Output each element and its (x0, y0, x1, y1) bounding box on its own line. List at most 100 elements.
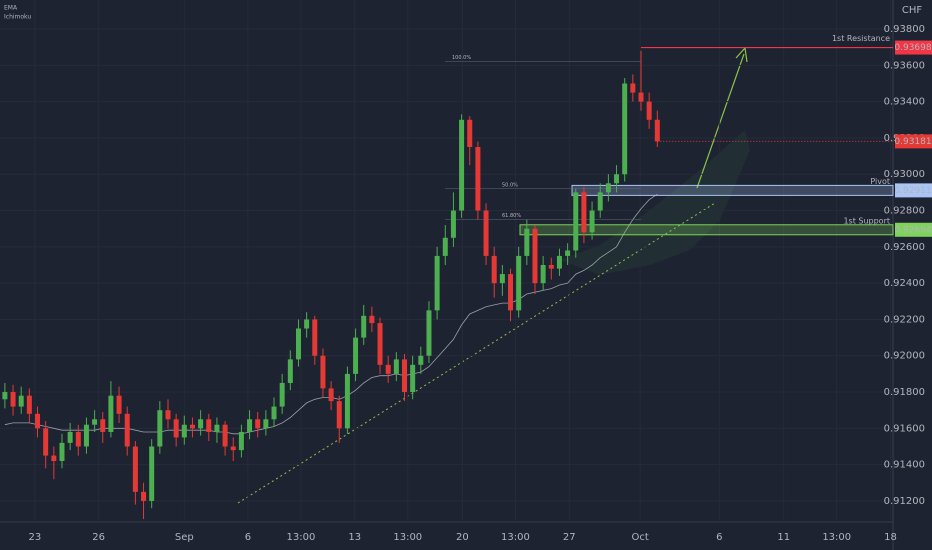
level-name: Pivot (870, 177, 890, 186)
x-tick-label: Oct (632, 532, 649, 543)
candle-body (540, 264, 546, 284)
candle-body (18, 395, 24, 407)
candle-body (589, 210, 595, 233)
candle-body (214, 424, 220, 432)
level-tag (895, 40, 932, 55)
candle-body (206, 419, 212, 432)
candle-body (287, 359, 293, 383)
candle-body (581, 192, 587, 233)
candle-body (100, 419, 106, 432)
x-tick-label: 6 (245, 532, 251, 543)
candle-body (516, 255, 522, 311)
level-tag (895, 183, 932, 198)
candle-body (279, 382, 285, 407)
candle-body (230, 446, 236, 451)
candle-body (361, 315, 367, 338)
y-tick-label: 0.93800 (884, 24, 925, 35)
candle-body (491, 255, 497, 284)
candle-body (622, 83, 628, 175)
candle-body (26, 395, 32, 414)
x-tick-label: 13:00 (501, 532, 530, 543)
candle-body (124, 413, 130, 447)
candle-body (630, 83, 636, 93)
candle-body (247, 419, 253, 432)
candle-body (222, 424, 228, 447)
x-tick-label: Sep (175, 532, 194, 543)
candle-body (459, 119, 465, 211)
candle-body (181, 424, 187, 438)
y-tick-label: 0.93400 (884, 97, 925, 108)
candle-body (654, 119, 660, 142)
candle-body (92, 419, 98, 425)
candle-body (418, 355, 424, 365)
candle-body (377, 323, 383, 365)
candle-body (271, 406, 277, 420)
candle-body (10, 392, 16, 407)
x-tick-label: 20 (456, 532, 469, 543)
candle-body (410, 364, 416, 393)
candle-body (483, 210, 489, 256)
y-tick-label: 0.93000 (884, 169, 925, 180)
y-tick-label: 0.91400 (884, 460, 925, 471)
candle-body (336, 401, 342, 429)
candle-body (141, 491, 147, 501)
candle-body (157, 410, 163, 447)
candle-body (2, 392, 8, 400)
candle-body (402, 359, 408, 393)
candle-body (524, 228, 530, 256)
candle-body (450, 210, 456, 238)
candle-body (353, 337, 359, 374)
candle-body (67, 431, 73, 443)
candle-body (556, 255, 562, 269)
candle-body (475, 147, 481, 211)
last-price-tag (895, 134, 932, 149)
candle-body (646, 101, 652, 120)
y-tick-label: 0.91800 (884, 387, 925, 398)
candle-body (426, 310, 432, 356)
candle-body (442, 237, 448, 256)
candle-body (565, 250, 571, 256)
candle-body (344, 373, 350, 429)
candle-body (393, 359, 399, 374)
level-tag-label: 0.92911 (894, 186, 931, 196)
candle-body (51, 455, 57, 462)
candle-body (59, 442, 65, 462)
candle-body (508, 274, 514, 311)
last-price-label: 0.93181 (894, 137, 931, 147)
candle-body (532, 228, 538, 284)
x-tick-label: 6 (716, 532, 722, 543)
indicator-label: Ichimoku (4, 14, 31, 21)
y-tick-label: 0.93600 (884, 60, 925, 71)
candle-body (614, 174, 620, 184)
x-tick-label: 13:00 (822, 532, 851, 543)
x-tick-label: 23 (29, 532, 42, 543)
y-tick-label: 0.91200 (884, 496, 925, 507)
arrow (696, 53, 745, 189)
level-name: 1st Resistance (832, 34, 890, 43)
candle-body (434, 255, 440, 311)
candle-body (43, 428, 49, 456)
level-tag-label: 0.92694 (894, 225, 931, 235)
level-name: 1st Support (843, 216, 890, 225)
y-tick-label: 0.92200 (884, 314, 925, 325)
x-tick-label: 13:00 (393, 532, 422, 543)
level-zone (571, 184, 894, 196)
y-tick-label: 0.92800 (884, 206, 925, 217)
candle-body (116, 395, 122, 414)
x-tick-label: 27 (563, 532, 576, 543)
candle-body (132, 446, 138, 492)
candle-body (75, 431, 81, 447)
candle-body (573, 192, 579, 251)
level-zone (519, 224, 894, 236)
fib-label: 100.0% (452, 55, 471, 61)
candle-body (328, 388, 334, 402)
candle-body (548, 264, 554, 269)
level-tag-label: 0.93698 (894, 43, 931, 53)
candle-body (638, 92, 644, 102)
x-tick-label: 18 (884, 532, 897, 543)
candle-body (263, 419, 269, 429)
candle-body (499, 274, 505, 284)
fib-label: 61.80% (502, 213, 521, 219)
candle-body (83, 424, 89, 447)
